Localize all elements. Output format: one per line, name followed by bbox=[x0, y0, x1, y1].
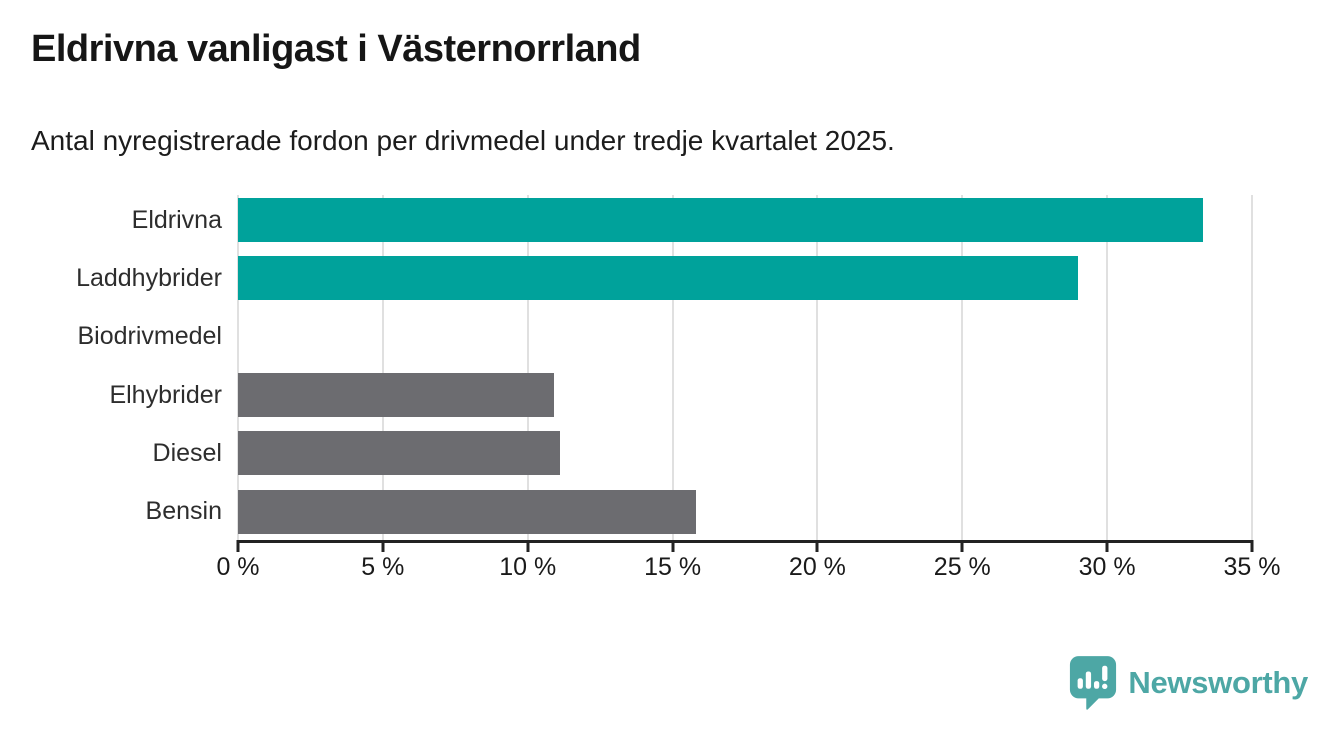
chart-bar-eldrivna bbox=[238, 198, 1203, 243]
newsworthy-logo: Newsworthy bbox=[1068, 655, 1308, 711]
axis-tick-label: 35 % bbox=[1223, 553, 1281, 581]
axis-tick-label: 20 % bbox=[788, 553, 846, 581]
speech-bubble-shape bbox=[1070, 656, 1117, 710]
bar-row bbox=[238, 308, 1252, 366]
plot-area bbox=[237, 191, 1253, 541]
newsworthy-speech-bubble-barchart-icon bbox=[1068, 655, 1118, 711]
category-label: Diesel bbox=[152, 438, 222, 467]
gridline bbox=[961, 195, 964, 541]
axis-tick bbox=[526, 540, 530, 552]
bar-row bbox=[238, 424, 1252, 482]
chart-subtitle: Antal nyregistrerade fordon per drivmede… bbox=[31, 125, 895, 156]
bar-row bbox=[238, 483, 1252, 541]
bar-row bbox=[238, 191, 1252, 249]
gridline bbox=[526, 195, 529, 541]
axis-tick bbox=[815, 540, 819, 552]
category-label: Elhybrider bbox=[109, 380, 222, 409]
gridline bbox=[237, 195, 239, 541]
axis-tick bbox=[236, 540, 240, 552]
gridline bbox=[816, 195, 819, 541]
axis-tick bbox=[381, 540, 385, 552]
axis-tick-label: 30 % bbox=[1078, 553, 1136, 581]
gridline bbox=[381, 195, 384, 541]
chart-title: Eldrivna vanligast i Västernorrland bbox=[31, 28, 641, 70]
bar-row bbox=[238, 249, 1252, 307]
bar-rows bbox=[238, 191, 1252, 541]
category-label: Biodrivmedel bbox=[77, 322, 222, 351]
axis-tick bbox=[960, 540, 964, 552]
category-labels: Eldrivna Laddhybrider Biodrivmedel Elhybrid… bbox=[0, 191, 222, 541]
axis-tick-label: 5 % bbox=[361, 553, 405, 581]
axis-tick-label: 0 % bbox=[216, 553, 260, 581]
category-label: Bensin bbox=[145, 497, 222, 526]
axis-tick bbox=[671, 540, 675, 552]
brand-wordmark: Newsworthy bbox=[1128, 665, 1308, 700]
gridline bbox=[1251, 195, 1253, 541]
bar-row bbox=[238, 366, 1252, 424]
axis-tick bbox=[1105, 540, 1109, 552]
gridline bbox=[1106, 195, 1109, 541]
axis-tick-label: 15 % bbox=[644, 553, 702, 581]
axis-tick-label: 10 % bbox=[499, 553, 557, 581]
chart-bar-diesel bbox=[238, 431, 560, 476]
category-label: Laddhybrider bbox=[76, 263, 222, 292]
chart-bar-elhybrider bbox=[238, 373, 554, 418]
gridline bbox=[671, 195, 674, 541]
chart-bar-bensin bbox=[238, 489, 696, 534]
axis-tick-label: 25 % bbox=[933, 553, 991, 581]
chart-bar-laddhybrider bbox=[238, 256, 1079, 301]
axis-tick bbox=[1250, 540, 1254, 552]
x-axis-line bbox=[238, 540, 1252, 543]
category-label: Eldrivna bbox=[131, 205, 222, 234]
